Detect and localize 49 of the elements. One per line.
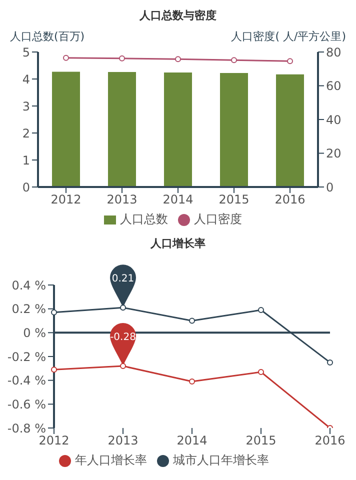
x-tick-label: 2014 — [176, 434, 208, 448]
x-tick-label: 2012 — [38, 434, 70, 448]
legend-label: 城市人口年增长率 — [173, 453, 269, 467]
y-tick-label: 1 — [22, 153, 30, 168]
chart-title: 人口增长率 — [150, 236, 206, 251]
y-tick-label: -0.2 % — [7, 350, 46, 364]
y-tick-label: -0.8 % — [7, 421, 46, 436]
x-tick-label: 2015 — [246, 434, 276, 448]
y2-tick-label: 0 — [326, 180, 334, 194]
y-tick-label: -0.6 % — [7, 397, 46, 412]
y2-axis-title: 人口密度( 人/平方公里) — [231, 29, 346, 44]
y-tick-label: -0.4 % — [7, 374, 46, 388]
y-axis-title: 人口总数(百万) — [10, 29, 85, 44]
map-pin-icon: 0.21 — [110, 264, 136, 308]
legend-label: 年人口增长率 — [75, 453, 147, 467]
y2-tick-label: 20 — [326, 146, 342, 161]
map-pin-icon: -0.28 — [110, 323, 136, 366]
y-tick-label: 2 — [22, 126, 30, 140]
point — [189, 318, 195, 324]
y-tick-label: 0.4 % — [12, 278, 46, 292]
x-tick-label: 2013 — [108, 434, 138, 448]
y2-tick-label: 80 — [326, 45, 342, 60]
x-tick-label: 2016 — [274, 192, 306, 207]
y-tick-label: 4 — [22, 72, 30, 86]
point — [258, 307, 264, 314]
annotation: 0.21 — [112, 274, 134, 285]
legend-label: 人口总数 — [120, 212, 168, 226]
x-tick-label: 2012 — [50, 192, 82, 207]
y-tick-label: 0 — [22, 180, 30, 194]
point — [120, 304, 126, 311]
y-tick-label: 0 % — [23, 326, 46, 340]
y-tick-label: 5 — [22, 45, 30, 60]
point — [51, 309, 57, 316]
x-tick-label: 2014 — [162, 192, 194, 207]
y2-tick-label: 60 — [326, 79, 342, 94]
point — [258, 368, 264, 375]
x-tick-label: 2016 — [314, 434, 346, 448]
y-tick-label: 0.2 % — [12, 302, 46, 316]
x-tick-label: 2015 — [218, 192, 250, 207]
point — [189, 378, 195, 385]
annotation: -0.28 — [110, 332, 136, 344]
y-tick-label: 3 — [22, 99, 30, 114]
y2-tick-label: 40 — [326, 112, 342, 127]
point — [120, 363, 126, 370]
chart-title: 人口总数与密度 — [138, 8, 218, 23]
point — [51, 366, 57, 373]
x-tick-label: 2013 — [106, 192, 138, 207]
point — [327, 359, 333, 366]
legend-label: 人口密度 — [194, 212, 242, 226]
